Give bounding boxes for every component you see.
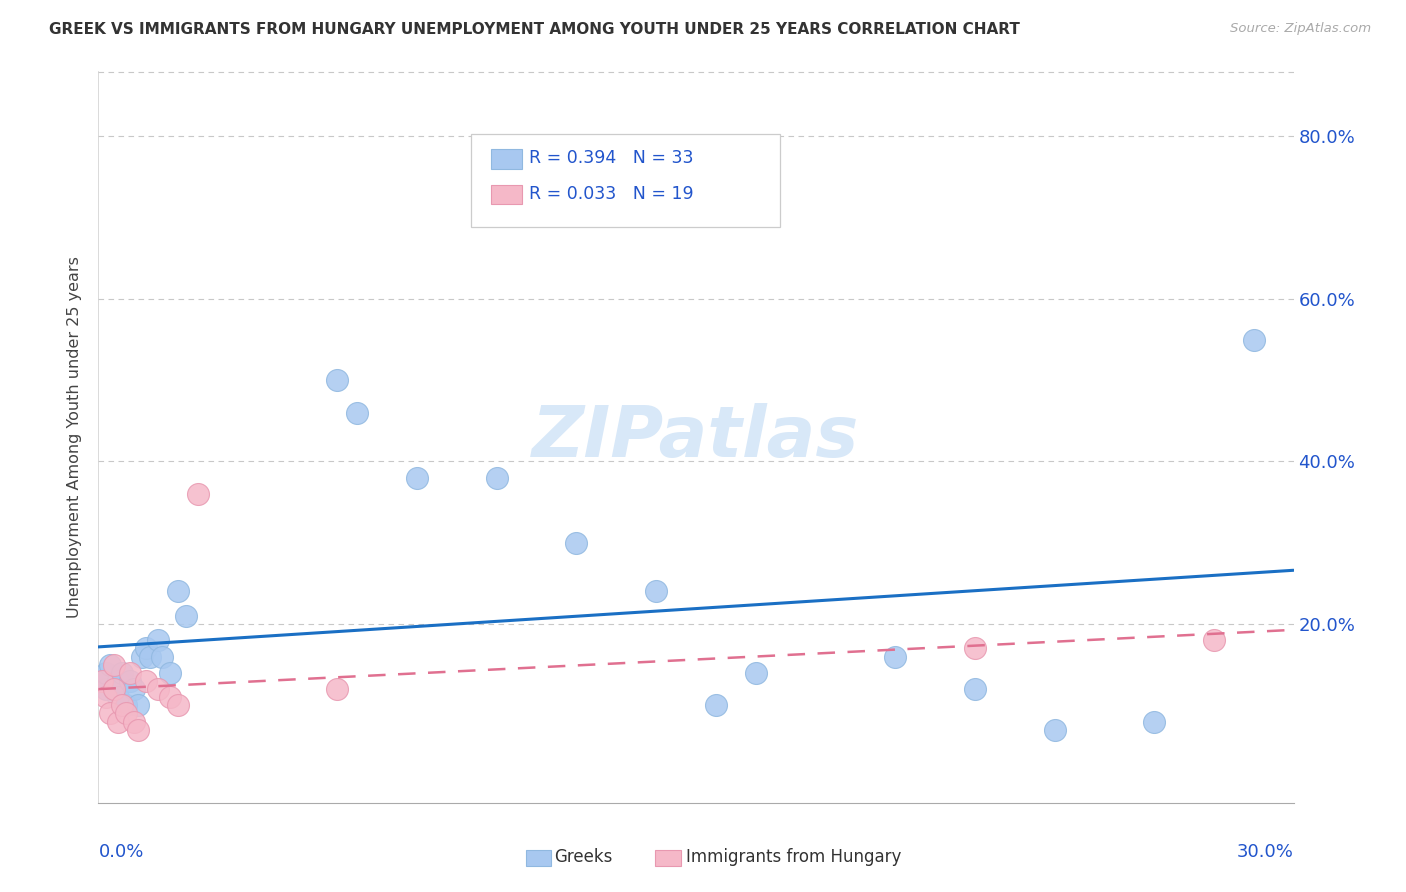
Point bbox=[115, 698, 138, 713]
Text: GREEK VS IMMIGRANTS FROM HUNGARY UNEMPLOYMENT AMONG YOUTH UNDER 25 YEARS CORRELA: GREEK VS IMMIGRANTS FROM HUNGARY UNEMPLO… bbox=[49, 22, 1021, 37]
Text: R = 0.394   N = 33: R = 0.394 N = 33 bbox=[529, 149, 693, 167]
Point bbox=[135, 641, 157, 656]
Point bbox=[963, 641, 986, 656]
Text: ZIPatlas: ZIPatlas bbox=[533, 402, 859, 472]
Point bbox=[174, 608, 197, 623]
Y-axis label: Unemployment Among Youth under 25 years: Unemployment Among Youth under 25 years bbox=[67, 256, 83, 618]
Point bbox=[159, 690, 181, 705]
Point bbox=[103, 681, 125, 696]
Point bbox=[167, 584, 190, 599]
Point bbox=[1043, 723, 1066, 737]
Point bbox=[107, 673, 129, 688]
Point bbox=[884, 649, 907, 664]
Point bbox=[91, 673, 114, 688]
Point bbox=[645, 584, 668, 599]
Point bbox=[120, 665, 142, 680]
Point bbox=[148, 633, 170, 648]
Point bbox=[148, 681, 170, 696]
Point bbox=[167, 698, 190, 713]
Text: 30.0%: 30.0% bbox=[1237, 843, 1294, 861]
Point bbox=[96, 681, 118, 696]
Point bbox=[103, 681, 125, 696]
Point bbox=[107, 690, 129, 705]
Point bbox=[91, 673, 114, 688]
Point bbox=[139, 649, 162, 664]
Point bbox=[346, 406, 368, 420]
Point bbox=[98, 706, 122, 721]
Point bbox=[485, 471, 508, 485]
Point bbox=[187, 487, 209, 501]
Point bbox=[1243, 333, 1265, 347]
Point bbox=[326, 373, 349, 387]
Point bbox=[120, 673, 142, 688]
Point bbox=[745, 665, 768, 680]
Point bbox=[111, 698, 134, 713]
Point bbox=[1143, 714, 1166, 729]
Point bbox=[1202, 633, 1225, 648]
Point bbox=[127, 723, 149, 737]
Point bbox=[131, 649, 153, 664]
Point bbox=[96, 665, 118, 680]
Text: R = 0.033   N = 19: R = 0.033 N = 19 bbox=[529, 185, 693, 202]
Text: 0.0%: 0.0% bbox=[98, 843, 143, 861]
Point bbox=[704, 698, 727, 713]
Point bbox=[127, 698, 149, 713]
Point bbox=[124, 681, 146, 696]
Point bbox=[159, 665, 181, 680]
Point bbox=[111, 665, 134, 680]
Text: Source: ZipAtlas.com: Source: ZipAtlas.com bbox=[1230, 22, 1371, 36]
Point bbox=[963, 681, 986, 696]
Text: Greeks: Greeks bbox=[554, 848, 613, 866]
Point bbox=[107, 714, 129, 729]
Point bbox=[103, 657, 125, 672]
Point bbox=[115, 706, 138, 721]
Point bbox=[150, 649, 173, 664]
Point bbox=[326, 681, 349, 696]
Point bbox=[98, 657, 122, 672]
Text: Immigrants from Hungary: Immigrants from Hungary bbox=[686, 848, 901, 866]
Point bbox=[565, 535, 588, 549]
Point bbox=[135, 673, 157, 688]
Point bbox=[96, 690, 118, 705]
Point bbox=[124, 714, 146, 729]
Point bbox=[406, 471, 429, 485]
